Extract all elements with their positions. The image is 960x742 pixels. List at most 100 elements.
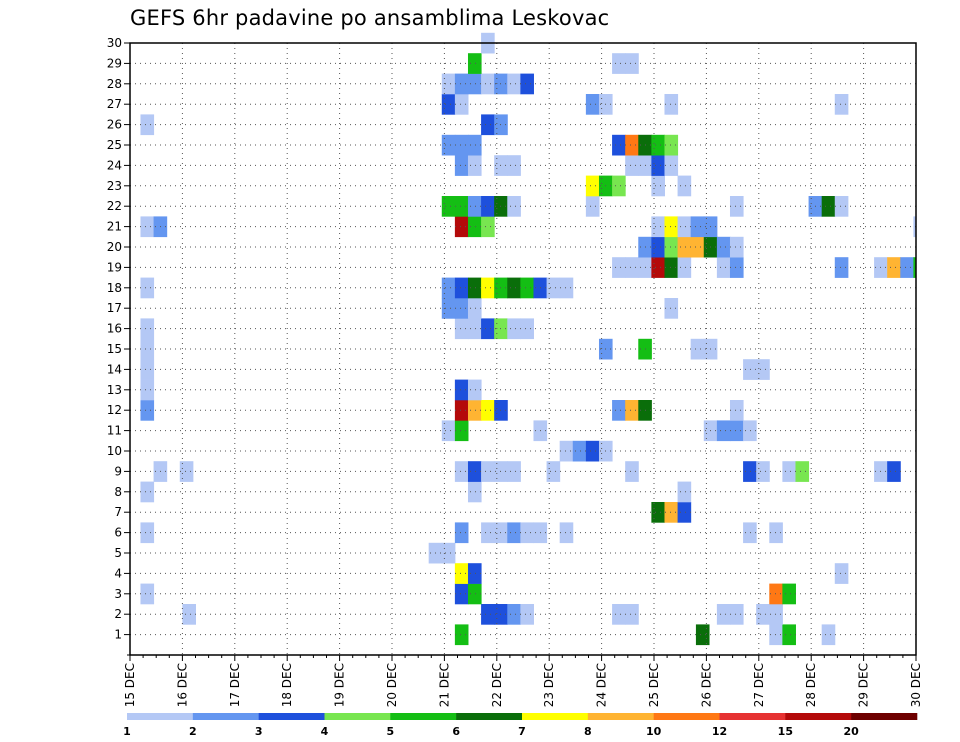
x-tick-label: 20 DEC	[385, 663, 399, 707]
heatmap-cell	[454, 134, 469, 156]
heatmap-cell	[716, 236, 731, 258]
heatmap-cell	[454, 196, 469, 217]
y-tick-label: 8	[114, 485, 122, 499]
heatmap-cell	[179, 461, 194, 482]
heatmap-cell	[441, 134, 456, 156]
y-tick-label: 2	[114, 607, 122, 621]
heatmap-cell	[651, 236, 665, 258]
heatmap-cell	[467, 461, 482, 482]
heatmap-cell	[467, 155, 482, 176]
heatmap-cell	[690, 338, 705, 360]
y-tick-label: 23	[107, 179, 122, 193]
y-tick-label: 7	[114, 505, 122, 519]
heatmap-cell	[664, 134, 679, 156]
colorbar-swatch	[587, 713, 654, 720]
heatmap-cell	[454, 461, 469, 482]
heatmap-cell	[454, 522, 469, 544]
heatmap-cell	[467, 318, 482, 340]
heatmap-cell	[651, 175, 665, 197]
heatmap-cell	[585, 196, 600, 217]
heatmap-cell	[467, 216, 482, 238]
heatmap-cell	[769, 604, 783, 625]
heatmap-cell	[481, 318, 495, 340]
heatmap-cell	[546, 461, 561, 482]
heatmap-cell	[677, 257, 692, 278]
heatmap-cell	[481, 400, 495, 421]
heatmap-cell	[625, 155, 639, 176]
heatmap-cell	[140, 583, 155, 605]
heatmap-cell	[756, 359, 770, 380]
heatmap-cell	[834, 196, 849, 217]
heatmap-cell	[454, 624, 469, 646]
heatmap-cell	[769, 624, 783, 646]
colorbar-label: 2	[189, 725, 197, 738]
heatmap-cell	[769, 522, 783, 544]
heatmap-cell	[782, 461, 796, 482]
colorbar-label: 4	[321, 725, 329, 738]
heatmap-cell	[729, 236, 744, 258]
heatmap-cell	[612, 400, 626, 421]
heatmap-cell	[664, 216, 679, 238]
colorbar-swatch	[192, 713, 259, 720]
heatmap-cell	[507, 604, 521, 625]
x-tick-label: 17 DEC	[228, 663, 242, 707]
heatmap-cell	[743, 461, 757, 482]
heatmap-cell	[507, 277, 521, 299]
y-tick-label: 29	[107, 56, 122, 70]
heatmap-cell	[441, 196, 456, 217]
x-tick-label: 28 DEC	[804, 663, 818, 707]
heatmap-cell	[467, 400, 482, 421]
heatmap-cell	[625, 53, 639, 74]
heatmap-cell	[612, 257, 626, 278]
colorbar-label: 12	[712, 725, 727, 738]
heatmap-cell	[743, 420, 757, 442]
heatmap-cell	[507, 461, 521, 482]
heatmap-cell	[782, 624, 796, 646]
colorbar-swatch	[456, 713, 523, 720]
heatmap-cell	[441, 298, 456, 319]
heatmap-cell	[441, 94, 456, 115]
y-tick-label: 27	[107, 97, 122, 111]
colorbar-swatch	[127, 713, 194, 720]
chart-title: GEFS 6hr padavine po ansamblima Leskovac	[130, 6, 610, 30]
y-tick-label: 17	[107, 301, 122, 315]
heatmap-cell	[467, 481, 482, 503]
x-tick-label: 30 DEC	[909, 663, 923, 707]
heatmap-cell	[140, 318, 155, 340]
heatmap-cell	[454, 400, 469, 421]
y-tick-label: 22	[107, 199, 122, 213]
heatmap-cell	[729, 257, 744, 278]
heatmap-cell	[507, 155, 521, 176]
y-tick-label: 25	[107, 138, 122, 152]
heatmap-cell	[454, 155, 469, 176]
x-tick-label: 16 DEC	[175, 663, 189, 707]
heatmap-cell	[441, 542, 456, 564]
heatmap-cell	[140, 379, 155, 401]
heatmap-cell	[625, 134, 639, 156]
heatmap-cell	[481, 461, 495, 482]
x-tick-label: 21 DEC	[437, 663, 451, 707]
y-tick-label: 11	[107, 424, 122, 438]
heatmap-cell	[140, 481, 155, 503]
y-tick-label: 16	[107, 322, 122, 336]
heatmap-cell	[821, 196, 836, 217]
y-tick-label: 3	[114, 587, 122, 601]
heatmap-cell	[625, 461, 639, 482]
heatmap-cell	[821, 624, 836, 646]
heatmap-cell	[887, 461, 901, 482]
heatmap-cell	[441, 73, 456, 95]
heatmap-cell	[546, 277, 561, 299]
heatmap-cell	[481, 277, 495, 299]
colorbar-label: 3	[255, 725, 263, 738]
heatmap-cell	[467, 563, 482, 584]
heatmap-cell	[651, 134, 665, 156]
heatmap-cell	[454, 94, 469, 115]
heatmap-cell	[140, 338, 155, 360]
x-tick-label: 26 DEC	[699, 663, 713, 707]
heatmap-cell	[481, 196, 495, 217]
colorbar-label: 1	[123, 725, 131, 738]
y-tick-label: 28	[107, 77, 122, 91]
heatmap-cell	[467, 134, 482, 156]
y-tick-label: 30	[107, 36, 122, 50]
heatmap-cell	[441, 277, 456, 299]
